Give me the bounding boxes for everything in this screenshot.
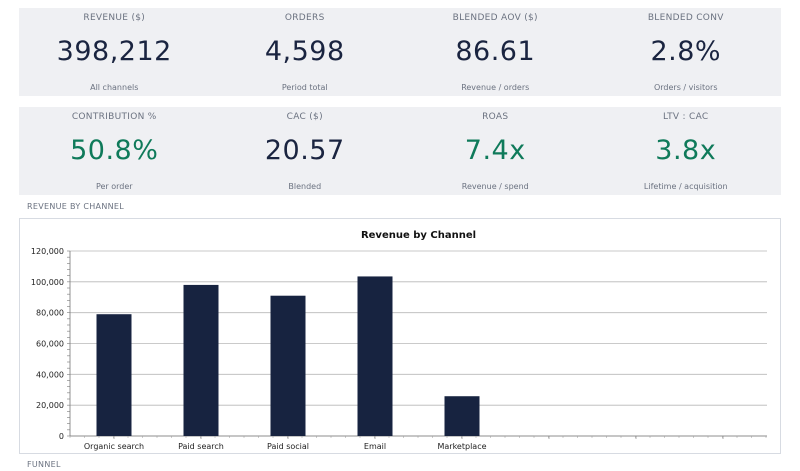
kpi-card-roas: ROAS 7.4x Revenue / spend <box>400 107 591 195</box>
x-tick-label: Paid search <box>178 442 224 451</box>
kpi-value: 2.8% <box>650 36 722 67</box>
section-heading-revenue-by-channel: REVENUE BY CHANNEL <box>27 202 125 211</box>
kpi-label: BLENDED CONV <box>647 13 724 23</box>
y-tick-label: 100,000 <box>31 278 64 287</box>
kpi-subtitle: Revenue / spend <box>461 182 529 191</box>
kpi-label: REVENUE ($) <box>83 13 146 23</box>
bar-paid-search <box>183 284 219 436</box>
kpi-value: 7.4x <box>464 135 526 166</box>
x-tick-label: Marketplace <box>437 442 486 451</box>
kpi-subtitle: Lifetime / acquisition <box>643 182 728 191</box>
bar-organic-search <box>96 314 132 436</box>
x-tick-label: Organic search <box>84 442 144 451</box>
kpi-card-contribution: CONTRIBUTION % 50.8% Per order <box>19 107 210 195</box>
y-tick-label: 0 <box>59 432 64 441</box>
chart-canvas: Revenue by Channel 0 20,000 40,000 60,000 80,… <box>31 230 767 451</box>
kpi-subtitle: Revenue / orders <box>461 83 530 92</box>
y-tick-label: 120,000 <box>31 247 64 256</box>
kpi-value: 4,598 <box>264 36 345 67</box>
kpi-card-revenue: REVENUE ($) 398,212 All channels <box>19 8 210 96</box>
kpi-value: 50.8% <box>70 135 159 166</box>
y-tick-label: 20,000 <box>36 401 64 410</box>
kpi-subtitle: Blended <box>288 182 322 191</box>
kpi-card-ltv-cac: LTV : CAC 3.8x Lifetime / acquisition <box>591 107 782 195</box>
bar-paid-social <box>270 295 306 436</box>
kpi-row-primary: REVENUE ($) 398,212 All channels ORDERS … <box>19 8 781 96</box>
kpi-subtitle: Period total <box>281 83 328 92</box>
x-tick-label: Email <box>364 442 386 451</box>
kpi-subtitle: Per order <box>95 182 133 191</box>
kpi-label: CAC ($) <box>286 112 323 122</box>
kpi-value: 20.57 <box>264 135 345 166</box>
kpi-row-secondary: CONTRIBUTION % 50.8% Per order CAC ($) 2… <box>19 107 781 195</box>
kpi-card-cac: CAC ($) 20.57 Blended <box>210 107 401 195</box>
y-tick-label: 80,000 <box>36 309 64 318</box>
x-tick-label: Paid social <box>267 442 309 451</box>
kpi-label: LTV : CAC <box>663 112 709 122</box>
kpi-card-orders: ORDERS 4,598 Period total <box>210 8 401 96</box>
kpi-subtitle: Orders / visitors <box>653 83 718 92</box>
kpi-label: ROAS <box>482 112 509 122</box>
kpi-label: CONTRIBUTION % <box>71 112 157 122</box>
revenue-by-channel-chart: Revenue by Channel 0 20,000 40,000 60,000 80,… <box>19 218 781 454</box>
kpi-subtitle: All channels <box>90 83 139 92</box>
kpi-label: BLENDED AOV ($) <box>452 13 538 23</box>
y-tick-label: 60,000 <box>36 340 64 349</box>
kpi-value: 3.8x <box>655 135 717 166</box>
kpi-card-blended-aov: BLENDED AOV ($) 86.61 Revenue / orders <box>400 8 591 96</box>
section-heading-funnel: FUNNEL <box>27 460 61 469</box>
kpi-value: 86.61 <box>455 36 536 67</box>
bar-email <box>357 276 393 436</box>
kpi-value: 398,212 <box>56 36 172 67</box>
kpi-label: ORDERS <box>284 13 325 23</box>
bar-marketplace <box>444 396 480 436</box>
chart-title: Revenue by Channel <box>361 230 476 241</box>
y-tick-label: 40,000 <box>36 370 64 379</box>
kpi-card-blended-conv: BLENDED CONV 2.8% Orders / visitors <box>591 8 782 96</box>
